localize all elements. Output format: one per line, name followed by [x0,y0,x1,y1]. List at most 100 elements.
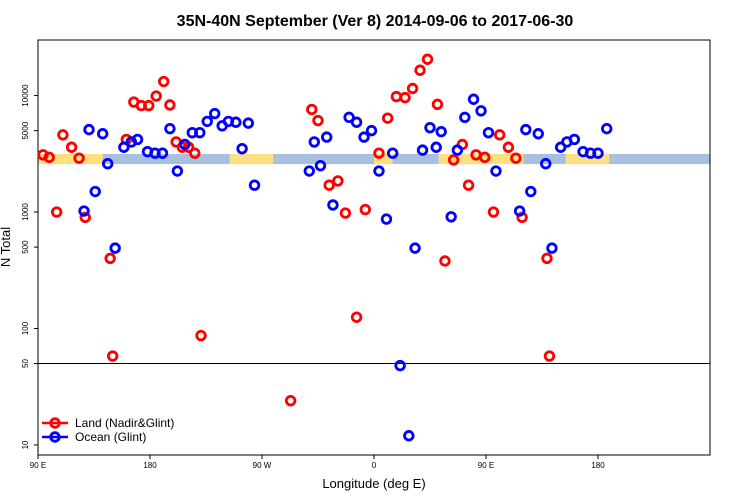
ocean-data-point [201,115,213,128]
ocean-data-point [242,117,255,129]
land-data-point [43,151,55,164]
ocean-data-point [97,128,109,140]
ocean-data-point [445,211,457,223]
land-data-point [543,350,556,362]
ocean-data-point [164,122,176,135]
ocean-data-point [601,122,613,135]
land-data-point [79,211,91,224]
land-data-point [373,147,385,159]
land-data-point [50,206,63,218]
x-axis-ticks: 90 E 180 90 W 0 90 E 180 [30,455,605,470]
land-data-point [439,255,451,267]
land-data-point [65,141,78,153]
land-data-point [487,206,500,218]
y-tick-label: 50 [21,359,30,368]
ocean-data-point [424,121,436,134]
x-tick-label: 90 W [253,461,272,470]
ocean-data-point [475,105,487,117]
y-axis-ticks: 10 50 100 500 1000 5000 10000 [21,84,38,449]
legend-ocean-label: Ocean (Glint) [75,430,146,444]
ocean-data-point [89,185,101,198]
ocean-data-point [525,185,537,198]
land-data-point [157,75,170,88]
land-data-point [479,151,491,164]
ocean-data-point [350,116,363,128]
land-data-point [106,350,119,362]
land-band [565,153,610,165]
ocean-data-point [109,242,121,254]
land-data-point [462,179,475,191]
ocean-data-point [546,242,558,254]
land-data-point [414,64,426,76]
land-data-point [502,141,515,153]
land-data-point [350,311,363,323]
legend: Land (Nadir&Glint) Ocean (Glint) [42,416,174,444]
land-data-point [73,152,85,164]
ocean-data-point [83,123,95,136]
ocean-data-point [248,179,261,191]
land-data-point [399,91,411,104]
ocean-data-point [490,165,502,177]
land-data-point [406,82,419,95]
land-data-point [431,98,444,111]
ocean-data-point [409,242,421,254]
land-data-point [339,207,352,219]
ocean-data-point [430,141,442,153]
ocean-data-point [416,144,429,156]
ocean-data-point [451,144,464,156]
land-band [38,153,103,165]
ocean-data-point [358,131,370,143]
land-band [374,153,393,165]
ocean-data-point [386,147,399,159]
x-tick-label: 90 E [478,461,494,470]
land-data-point [447,154,460,166]
ocean-data-point [118,141,130,153]
land-data-point [541,252,553,265]
ocean-data-point [373,165,385,177]
y-axis-label: N Total [0,227,13,267]
ocean-data-point [513,205,526,217]
land-data-point [189,147,201,159]
y-tick-label: 10000 [21,84,30,107]
land-data-point [164,99,176,111]
data-points [37,53,613,442]
ocean-data-point [467,93,480,105]
ocean-data-point [592,147,604,159]
x-tick-label: 0 [372,461,377,470]
ocean-data-point [308,136,320,148]
x-tick-label: 180 [143,461,157,470]
ocean-data-point [380,213,393,225]
ocean-data-point [179,138,191,151]
land-data-point [510,152,522,164]
legend-ocean-marker [49,431,61,443]
ocean-data-point [532,128,544,140]
legend-land-marker [49,417,61,429]
land-data-point [104,252,116,265]
land-data-point [381,112,394,124]
ocean-data-point [568,133,581,146]
land-data-point [150,90,162,102]
chart-title: 35N-40N September (Ver 8) 2014-09-06 to … [177,13,574,30]
ocean-data-point [482,126,495,139]
ocean-data-point [343,111,355,124]
land-data-point [143,99,155,112]
ocean-data-point [131,133,144,146]
ocean-data-point [101,158,114,170]
land-data-point [195,329,207,342]
x-axis-label: Longitude (deg E) [322,476,425,491]
legend-land-label: Land (Nadir&Glint) [75,416,174,430]
ocean-data-point [394,359,406,372]
y-tick-label: 100 [21,321,30,335]
ocean-data-point [236,142,248,155]
land-data-point [359,203,371,216]
ocean-data-point [540,158,552,170]
land-data-point [57,129,69,141]
y-tick-label: 1000 [21,203,30,221]
x-tick-label: 90 E [30,461,46,470]
land-data-point [306,103,318,116]
ocean-data-point [327,199,339,211]
ocean-data-point [303,165,315,177]
ocean-data-point [459,111,471,124]
ocean-data-point [314,159,327,172]
